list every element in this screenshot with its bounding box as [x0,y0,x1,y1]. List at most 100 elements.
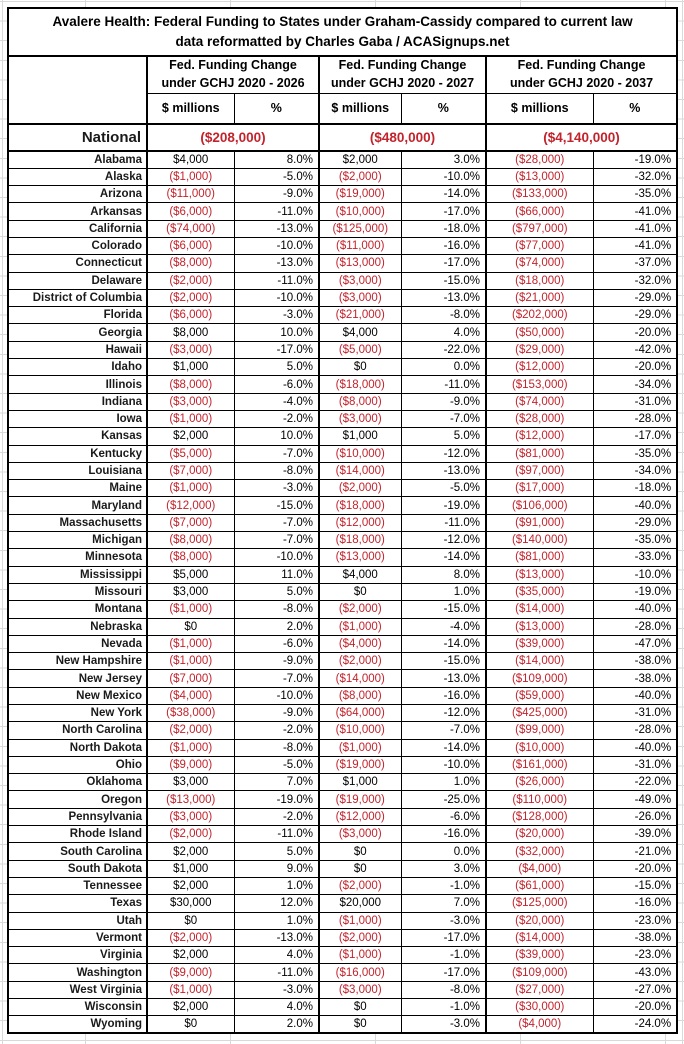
value-cell: $0 [146,1015,234,1034]
subheader-percent: % [233,93,319,125]
value-cell: ($1,000) [146,981,234,1000]
value-cell: 0.0% [400,358,486,377]
value-cell: -39.0% [592,825,678,844]
value-cell: -10.0% [233,687,319,706]
state-name: South Dakota [8,860,147,878]
value-cell: ($161,000) [485,756,593,775]
value-cell: ($153,000) [485,375,593,394]
value-cell: $3,000 [146,583,234,602]
table-row: Arkansas ($6,000) -11.0% ($10,000) -17.0% ($6… [8,202,678,221]
state-name: Vermont [8,929,147,948]
value-cell: ($64,000) [318,704,401,723]
value-cell: -17.0% [233,341,319,360]
value-cell: -7.0% [233,531,319,550]
state-name: New Hampshire [8,652,147,671]
state-rows: Alabama $4,000 8.0% $2,000 3.0% ($28,000) -19.… [8,151,678,1034]
value-cell: ($7,000) [146,669,234,688]
value-cell: 2.0% [233,1015,319,1034]
value-cell: -17.0% [400,963,486,982]
value-cell: ($12,000) [485,358,593,377]
value-cell: ($20,000) [485,912,593,930]
value-cell: 4.0% [233,946,319,965]
value-cell: ($140,000) [485,531,593,550]
value-cell: -17.0% [400,202,486,221]
value-cell: $2,000 [146,842,234,861]
value-cell: 3.0% [400,151,486,169]
table-row: Nevada ($1,000) -6.0% ($4,000) -14.0% ($39,00… [8,635,678,654]
value-cell: ($3,000) [146,393,234,411]
value-cell: ($18,000) [318,375,401,394]
value-cell: ($3,000) [318,981,401,1000]
value-cell: $0 [318,1015,401,1034]
value-cell: ($3,000) [318,825,401,844]
state-name: Oklahoma [8,773,147,792]
value-cell: ($29,000) [485,341,593,360]
value-cell: 5.0% [233,583,319,602]
table-row: Illinois ($8,000) -6.0% ($18,000) -11.0% ($15… [8,375,678,394]
subheader-percent: % [592,93,678,125]
table-row: District of Columbia ($2,000) -10.0% ($3,00… [8,289,678,308]
value-cell: -14.0% [400,185,486,204]
value-cell: ($12,000) [146,496,234,515]
state-name: Minnesota [8,548,147,567]
value-cell: $0 [318,842,401,861]
value-cell: 8.0% [233,151,319,169]
value-cell: ($2,000) [318,929,401,948]
value-cell: -6.0% [400,808,486,827]
value-cell: ($3,000) [146,341,234,360]
value-cell: 4.0% [400,323,486,342]
value-cell: 2.0% [233,618,319,636]
value-cell: ($1,000) [146,479,234,498]
table-row: New York ($38,000) -9.0% ($64,000) -12.0% ($4… [8,704,678,723]
value-cell: -22.0% [400,341,486,360]
subheader-millions: $ millions [485,93,593,125]
value-cell: 0.0% [400,842,486,861]
value-cell: -17.0% [592,427,678,446]
value-cell: -41.0% [592,220,678,238]
value-cell: 1.0% [233,912,319,930]
value-cell: -18.0% [592,479,678,498]
value-cell: 11.0% [233,566,319,584]
value-cell: 8.0% [400,566,486,584]
value-cell: ($1,000) [318,618,401,636]
value-cell: -34.0% [592,375,678,394]
value-cell: ($8,000) [318,687,401,706]
value-cell: ($106,000) [485,496,593,515]
value-cell: -13.0% [400,462,486,481]
value-cell: ($109,000) [485,963,593,982]
table-row: North Carolina ($2,000) -2.0% ($10,000) -7.0… [8,721,678,740]
table-row: Vermont ($2,000) -13.0% ($2,000) -17.0% ($14,… [8,929,678,948]
value-cell: -29.0% [592,306,678,325]
value-cell: -8.0% [233,600,319,619]
state-name: Alabama [8,151,147,169]
value-cell: ($110,000) [485,790,593,809]
value-cell: -16.0% [400,237,486,256]
value-cell: ($2,000) [318,600,401,619]
value-cell: 7.0% [400,894,486,913]
state-name: Florida [8,306,147,325]
value-cell: -11.0% [400,514,486,533]
value-cell: ($18,000) [318,531,401,550]
value-cell: $1,000 [146,860,234,878]
value-cell: $4,000 [318,323,401,342]
value-cell: ($13,000) [485,618,593,636]
state-name: Georgia [8,323,147,342]
state-name: Pennsylvania [8,808,147,827]
state-name: Connecticut [8,254,147,273]
national-value-2037: ($4,140,000) [484,124,678,152]
table-row: Montana ($1,000) -8.0% ($2,000) -15.0% ($14,0… [8,600,678,619]
value-cell: -3.0% [400,1015,486,1034]
value-cell: ($4,000) [485,1015,593,1034]
value-cell: -18.0% [400,220,486,238]
value-cell: ($13,000) [318,254,401,273]
state-name: California [8,220,147,238]
value-cell: $1,000 [146,358,234,377]
value-cell: -7.0% [233,514,319,533]
value-cell: ($61,000) [485,877,593,896]
value-cell: -29.0% [592,514,678,533]
state-name: Alaska [8,168,147,187]
value-cell: -28.0% [592,410,678,429]
value-cell: $1,000 [318,427,401,446]
value-cell: -27.0% [592,981,678,1000]
